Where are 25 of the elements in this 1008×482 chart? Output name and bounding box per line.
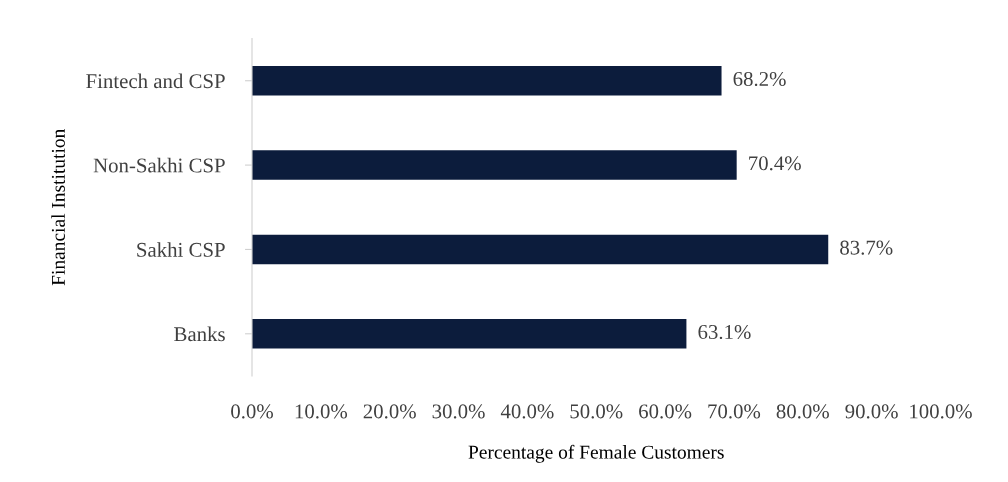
y-tick-label: Sakhi CSP: [137, 242, 225, 257]
bar: [252, 234, 829, 265]
x-tick-label: 30.0%: [432, 404, 485, 419]
x-tick-label: 80.0%: [776, 404, 829, 419]
x-axis-title: Percentage of Female Customers: [468, 444, 724, 463]
x-tick-label: 100.0%: [910, 404, 972, 419]
y-tick-label: Non-Sakhi CSP: [93, 157, 225, 173]
y-tick-label: Fintech and CSP: [86, 73, 225, 89]
x-tick-label: 60.0%: [639, 404, 692, 419]
y-tick-label: Banks: [174, 326, 225, 342]
bar: [252, 319, 687, 349]
x-tick-label: 70.0%: [708, 404, 761, 419]
bar: [252, 65, 722, 96]
data-label: 63.1%: [698, 324, 751, 340]
data-label: 68.2%: [733, 71, 786, 87]
x-tick-label: 40.0%: [500, 404, 554, 419]
x-tick-label: 90.0%: [845, 404, 898, 419]
data-label: 83.7%: [840, 240, 893, 255]
x-tick-label: 0.0%: [231, 404, 273, 419]
y-axis-title: Financial Institution: [51, 128, 65, 286]
x-tick-label: 50.0%: [570, 404, 623, 419]
data-label: 70.4%: [749, 156, 801, 171]
x-tick-label: 10.0%: [295, 404, 348, 419]
x-tick-label: 20.0%: [363, 404, 416, 419]
bar: [252, 150, 737, 180]
